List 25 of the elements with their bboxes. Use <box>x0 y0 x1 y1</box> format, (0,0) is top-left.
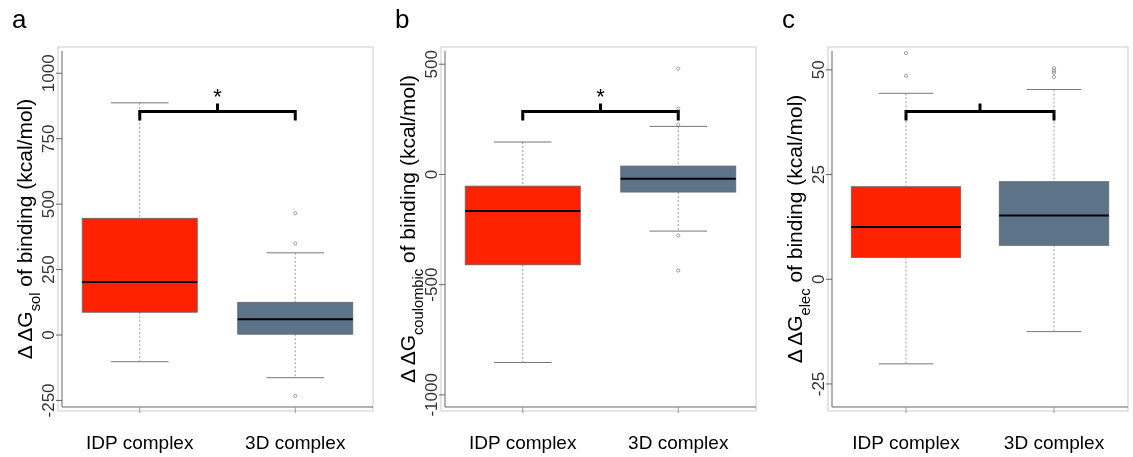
y-tick-label: 1000 <box>39 54 58 93</box>
y-tick-label: 0 <box>39 330 58 340</box>
x-tick-label: IDP complex <box>852 432 961 453</box>
annotation: * <box>213 83 223 109</box>
y-tick-label: 250 <box>39 255 58 284</box>
chart-title: b <box>395 4 410 34</box>
x-tick-label: 3D complex <box>1003 432 1105 453</box>
x-tick-label: 3D complex <box>628 432 729 453</box>
x-tick-label: 3D complex <box>245 432 346 453</box>
annotation: * <box>596 83 606 109</box>
y-tick-label: -25 <box>809 371 828 397</box>
y-tick-label: -250 <box>39 383 58 418</box>
x-tick-label: IDP complex <box>469 432 577 453</box>
y-tick-label: -500 <box>422 267 441 302</box>
y-tick-label: 750 <box>39 124 58 153</box>
x-tick-label: IDP complex <box>86 432 194 453</box>
y-tick-label: -1000 <box>422 373 441 417</box>
y-tick-label: 500 <box>39 189 58 219</box>
chart-title: c <box>782 4 795 34</box>
y-tick-label: 50 <box>809 60 828 80</box>
y-tick-label: 500 <box>422 50 441 79</box>
y-tick-label: 0 <box>809 274 828 284</box>
chart-title: a <box>12 4 27 34</box>
y-tick-label: 0 <box>422 169 441 180</box>
y-tick-label: 25 <box>809 165 828 185</box>
